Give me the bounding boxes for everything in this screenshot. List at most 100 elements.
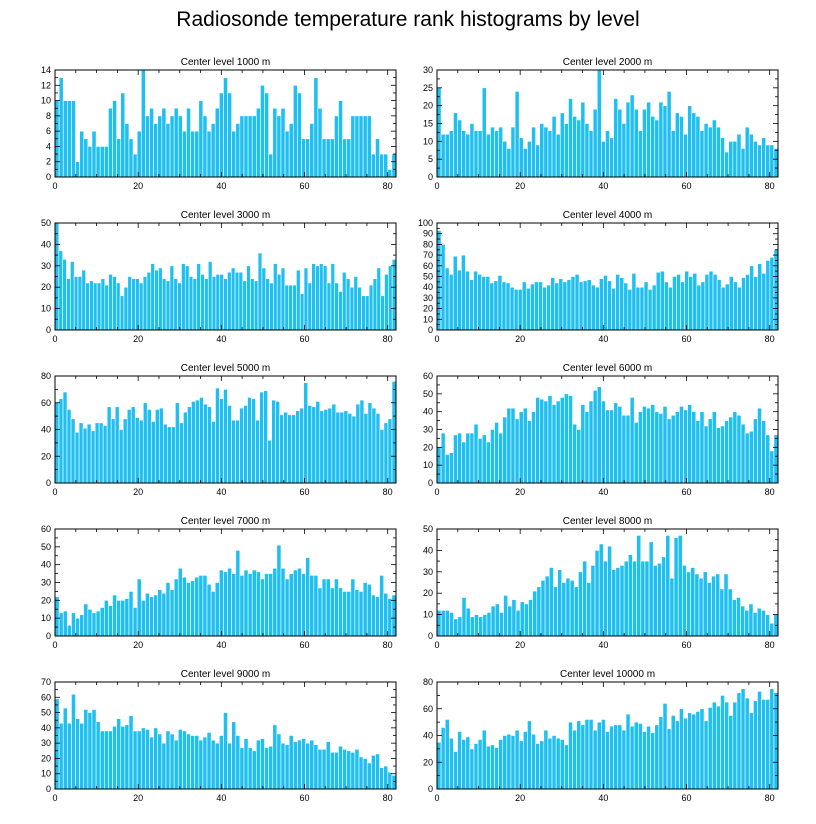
histogram-bar bbox=[494, 603, 500, 637]
histogram-bar bbox=[219, 92, 224, 178]
histogram-bar bbox=[338, 745, 343, 790]
histogram-bar bbox=[331, 403, 337, 484]
histogram-bar bbox=[124, 598, 130, 637]
histogram-bar bbox=[440, 727, 446, 790]
histogram-bar bbox=[481, 276, 487, 331]
x-tick-label: 40 bbox=[216, 640, 226, 650]
histogram-bar bbox=[521, 281, 527, 331]
histogram-bar bbox=[578, 571, 583, 637]
histogram-bar bbox=[445, 610, 450, 637]
histogram-bar bbox=[379, 429, 385, 484]
histogram-bar bbox=[283, 411, 288, 484]
x-tick-label: 80 bbox=[383, 334, 393, 344]
histogram-bar bbox=[223, 571, 228, 637]
histogram-bar bbox=[532, 590, 538, 637]
histogram-bar bbox=[131, 278, 136, 331]
histogram-bar bbox=[748, 133, 754, 178]
histogram-bar bbox=[769, 144, 775, 178]
histogram-bar bbox=[440, 133, 446, 178]
histogram-bar bbox=[70, 261, 75, 331]
y-tick-label: 15 bbox=[423, 119, 433, 129]
histogram-bar bbox=[259, 391, 264, 484]
histogram-bar bbox=[211, 421, 216, 484]
histogram-bar bbox=[301, 573, 306, 637]
histogram-bar bbox=[149, 736, 154, 790]
histogram-bar bbox=[519, 601, 525, 637]
histogram-bar bbox=[145, 729, 150, 790]
histogram-bar bbox=[498, 739, 504, 790]
histogram-bar bbox=[535, 144, 541, 178]
histogram-bar bbox=[501, 281, 507, 331]
histogram-bar bbox=[334, 115, 339, 178]
histogram-bar bbox=[161, 107, 167, 178]
histogram-bar bbox=[720, 286, 726, 331]
histogram-bar bbox=[350, 115, 356, 178]
y-tick-label: 40 bbox=[41, 560, 51, 570]
x-tick-label: 60 bbox=[300, 640, 310, 650]
histogram-panel-4: Center level 4000 m0 20 40 60 80010203040506… bbox=[418, 210, 779, 344]
histogram-bar bbox=[215, 387, 220, 484]
histogram-bar bbox=[619, 277, 625, 331]
histogram-bar bbox=[736, 692, 742, 790]
histogram-bar bbox=[498, 432, 504, 484]
histogram-bar bbox=[765, 434, 771, 484]
histogram-bar bbox=[210, 739, 216, 790]
histogram-bar bbox=[387, 598, 393, 637]
histogram-bar bbox=[684, 270, 689, 331]
histogram-bar bbox=[338, 587, 343, 637]
y-tick-label: 70 bbox=[41, 677, 51, 687]
y-tick-label: 2 bbox=[46, 157, 51, 167]
histogram-bar bbox=[154, 409, 160, 484]
histogram-bar bbox=[175, 402, 180, 484]
histogram-bar bbox=[182, 130, 187, 178]
histogram-bar bbox=[633, 108, 639, 178]
histogram-bar bbox=[334, 282, 339, 331]
histogram-bar bbox=[732, 701, 738, 790]
x-tick-label: 20 bbox=[515, 181, 525, 191]
histogram-bar bbox=[301, 738, 306, 790]
histogram-bar bbox=[568, 395, 573, 484]
histogram-bar bbox=[629, 725, 635, 790]
histogram-bar bbox=[646, 725, 651, 790]
histogram-bar bbox=[243, 405, 248, 484]
histogram-bar bbox=[87, 146, 93, 178]
histogram-bar bbox=[518, 411, 524, 484]
histogram-bar bbox=[590, 565, 596, 637]
histogram-bar bbox=[513, 289, 519, 331]
histogram-bar bbox=[330, 263, 335, 331]
histogram-bar bbox=[650, 404, 656, 484]
histogram-bar bbox=[104, 146, 109, 178]
histogram-bar bbox=[303, 382, 309, 484]
y-tick-label: 0 bbox=[46, 172, 51, 182]
histogram-bar bbox=[526, 287, 531, 331]
x-tick-label: 80 bbox=[765, 334, 775, 344]
histogram-panel-9: Center level 9000 m 0 20 40 60 80 0 10 20 30 40 50 6… bbox=[41, 669, 397, 803]
histogram-bar bbox=[128, 591, 134, 637]
x-tick-label: 20 bbox=[133, 793, 143, 803]
histogram-bar bbox=[695, 711, 701, 790]
histogram-bar bbox=[184, 265, 190, 331]
histogram-bar bbox=[603, 560, 608, 637]
histogram-bar bbox=[554, 282, 560, 331]
histogram-bar bbox=[531, 411, 536, 484]
histogram-bar bbox=[485, 133, 491, 178]
histogram-bar bbox=[621, 729, 627, 790]
histogram-bar bbox=[75, 718, 80, 790]
histogram-bar bbox=[146, 409, 152, 484]
histogram-bar bbox=[371, 594, 376, 637]
histogram-bar bbox=[391, 774, 397, 790]
histogram-bar bbox=[711, 575, 716, 637]
histogram-bar bbox=[342, 748, 347, 790]
histogram-bar bbox=[242, 280, 247, 331]
x-tick-label: 60 bbox=[682, 334, 692, 344]
histogram-bar bbox=[273, 263, 278, 331]
histogram-bar bbox=[161, 592, 167, 637]
x-tick-label: 0 bbox=[434, 793, 439, 803]
histogram-bar bbox=[561, 582, 567, 637]
histogram-bar bbox=[211, 276, 217, 331]
y-tick-label: 50 bbox=[423, 524, 433, 534]
histogram-bar bbox=[379, 767, 384, 790]
y-tick-label: 20 bbox=[423, 442, 433, 452]
histogram-bar bbox=[275, 401, 280, 484]
histogram-bar bbox=[436, 610, 442, 637]
